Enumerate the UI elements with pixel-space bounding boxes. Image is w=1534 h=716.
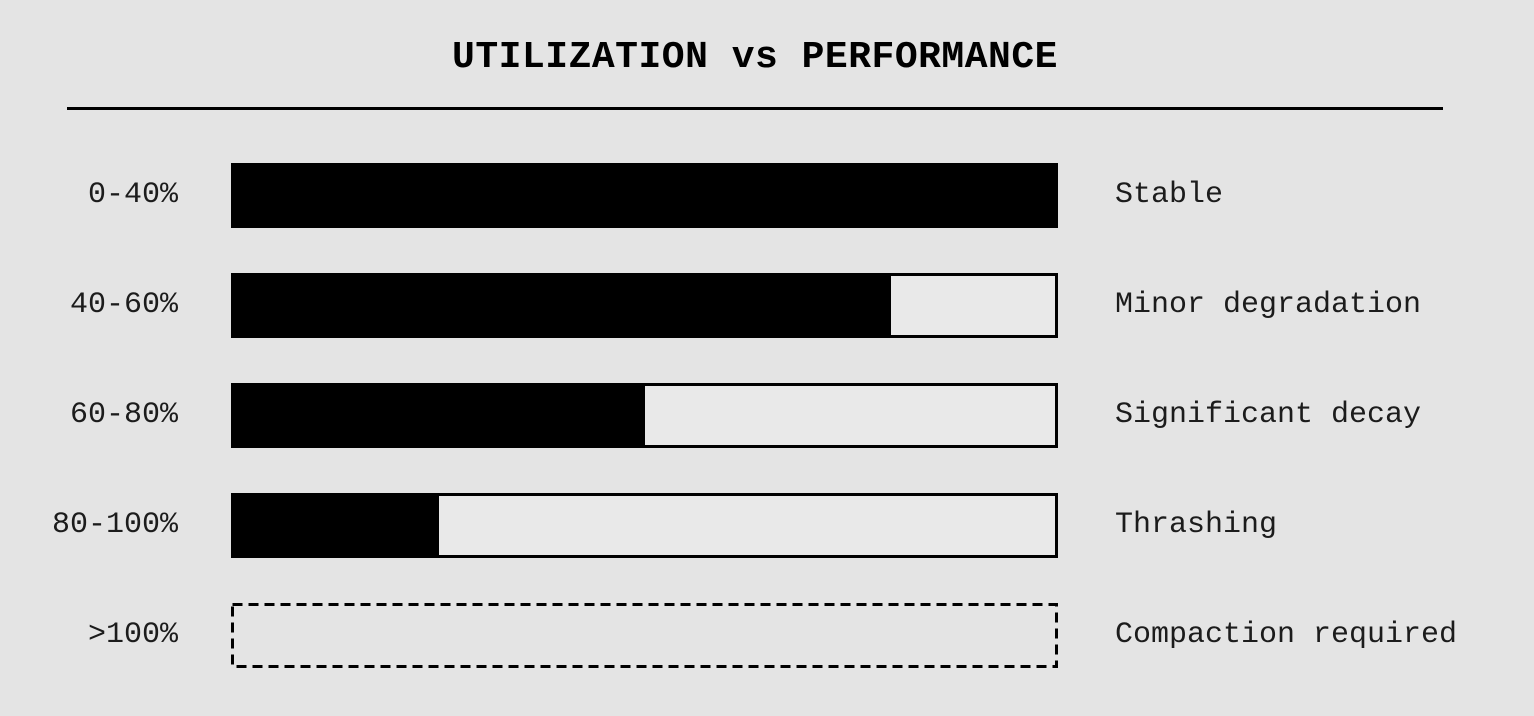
- bar-fill: [234, 495, 440, 555]
- annotation-label: Significant decay: [1115, 398, 1422, 432]
- bar-row-80-100: 80-100% Thrashing: [0, 470, 1534, 580]
- annotation-label: Minor degradation: [1115, 288, 1422, 322]
- bar-row-0-40: 0-40% Stable: [0, 140, 1534, 250]
- category-label: 80-100%: [51, 508, 178, 542]
- category-label: 0-40%: [87, 178, 178, 212]
- chart-title: UTILIZATION vs PERFORMANCE: [452, 36, 1058, 79]
- title-divider: [67, 107, 1443, 110]
- bar-0-40: [231, 162, 1058, 228]
- category-label: 60-80%: [69, 398, 178, 432]
- category-label: >100%: [87, 618, 178, 652]
- bar-row-60-80: 60-80% Significant decay: [0, 360, 1534, 470]
- bar-fill: [234, 165, 1055, 225]
- bar-40-60: [231, 272, 1058, 338]
- bar-fill: [234, 275, 891, 335]
- bar-row-40-60: 40-60% Minor degradation: [0, 250, 1534, 360]
- bar-80-100: [231, 492, 1058, 558]
- dashed-outline: [231, 602, 1058, 668]
- bar-60-80: [231, 382, 1058, 448]
- annotation-label: Stable: [1115, 178, 1224, 212]
- category-label: 40-60%: [69, 288, 178, 322]
- annotation-label: Compaction required: [1115, 618, 1458, 652]
- bar-over-100: [231, 602, 1058, 668]
- bar-row-over-100: >100% Compaction required: [0, 580, 1534, 690]
- annotation-label: Thrashing: [1115, 508, 1278, 542]
- bar-fill: [234, 385, 645, 445]
- bars-area: 0-40% Stable 40-60% Minor degradation 60…: [0, 140, 1534, 690]
